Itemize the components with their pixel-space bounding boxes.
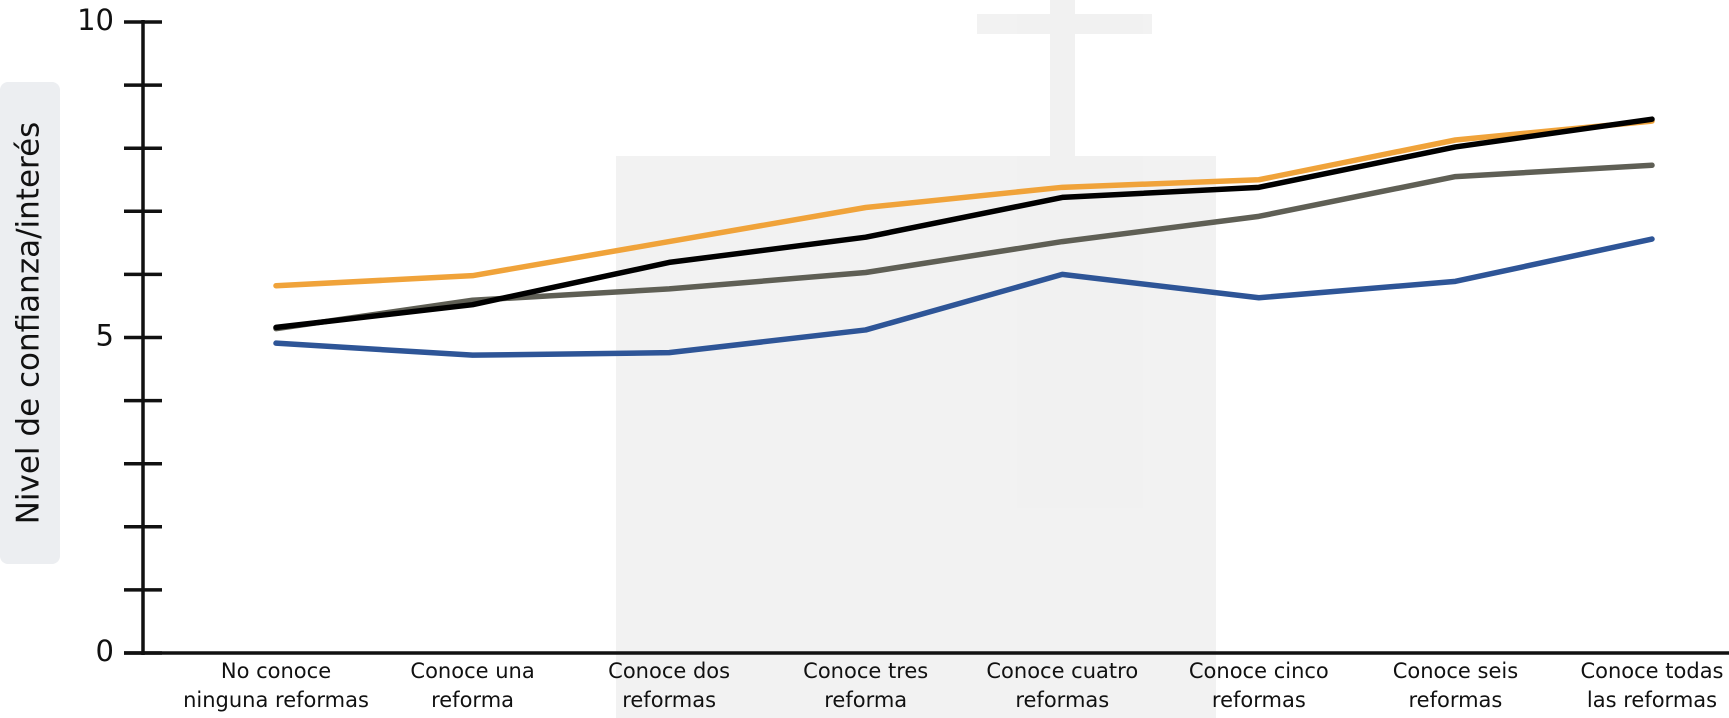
x-tick-label: Conoce cinco reformas xyxy=(1188,659,1329,712)
x-tick-label: Conoce todas las reformas xyxy=(1580,659,1724,712)
line-series xyxy=(273,236,1655,358)
x-tick-label: Conoce cuatro reformas xyxy=(986,659,1139,712)
watermark xyxy=(616,0,1216,718)
line-series xyxy=(273,118,1655,289)
x-tick-label: Conoce dos reformas xyxy=(608,659,731,712)
y-axis-label: Nivel de confianza/interés xyxy=(11,122,47,525)
x-tick-label: Conoce tres reforma xyxy=(803,659,929,712)
x-tick-label: Conoce una reforma xyxy=(410,659,535,712)
line-series xyxy=(273,116,1655,331)
y-label-box xyxy=(0,82,60,564)
y-tick-label: 10 xyxy=(77,3,114,37)
x-tick-label: No conoce ninguna reformas xyxy=(183,659,369,712)
y-tick-label: 5 xyxy=(96,319,114,353)
x-tick-label: Conoce seis reformas xyxy=(1392,659,1519,712)
y-tick-label: 0 xyxy=(96,634,114,668)
